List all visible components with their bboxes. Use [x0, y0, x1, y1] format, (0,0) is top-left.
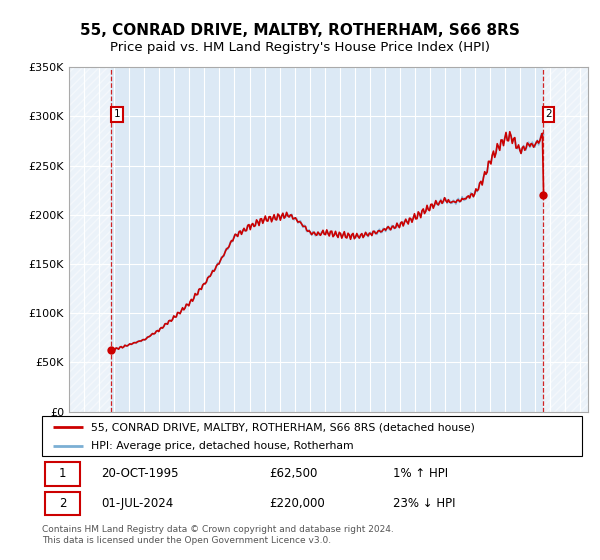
- Text: £62,500: £62,500: [269, 468, 317, 480]
- Text: HPI: Average price, detached house, Rotherham: HPI: Average price, detached house, Roth…: [91, 441, 353, 451]
- Text: 1% ↑ HPI: 1% ↑ HPI: [393, 468, 448, 480]
- FancyBboxPatch shape: [45, 462, 80, 486]
- Text: 1: 1: [59, 468, 66, 480]
- Text: Contains HM Land Registry data © Crown copyright and database right 2024.
This d: Contains HM Land Registry data © Crown c…: [42, 525, 394, 545]
- Text: 1: 1: [113, 109, 120, 119]
- Text: 2: 2: [59, 497, 66, 510]
- Text: 23% ↓ HPI: 23% ↓ HPI: [393, 497, 455, 510]
- FancyBboxPatch shape: [45, 492, 80, 515]
- Text: 01-JUL-2024: 01-JUL-2024: [101, 497, 173, 510]
- Text: Price paid vs. HM Land Registry's House Price Index (HPI): Price paid vs. HM Land Registry's House …: [110, 41, 490, 54]
- Bar: [69, 67, 111, 412]
- Text: 55, CONRAD DRIVE, MALTBY, ROTHERHAM, S66 8RS: 55, CONRAD DRIVE, MALTBY, ROTHERHAM, S66…: [80, 24, 520, 38]
- Bar: [543, 67, 588, 412]
- Text: 2: 2: [545, 109, 552, 119]
- Text: 20-OCT-1995: 20-OCT-1995: [101, 468, 179, 480]
- Text: £220,000: £220,000: [269, 497, 325, 510]
- Text: 55, CONRAD DRIVE, MALTBY, ROTHERHAM, S66 8RS (detached house): 55, CONRAD DRIVE, MALTBY, ROTHERHAM, S66…: [91, 422, 475, 432]
- FancyBboxPatch shape: [42, 416, 582, 456]
